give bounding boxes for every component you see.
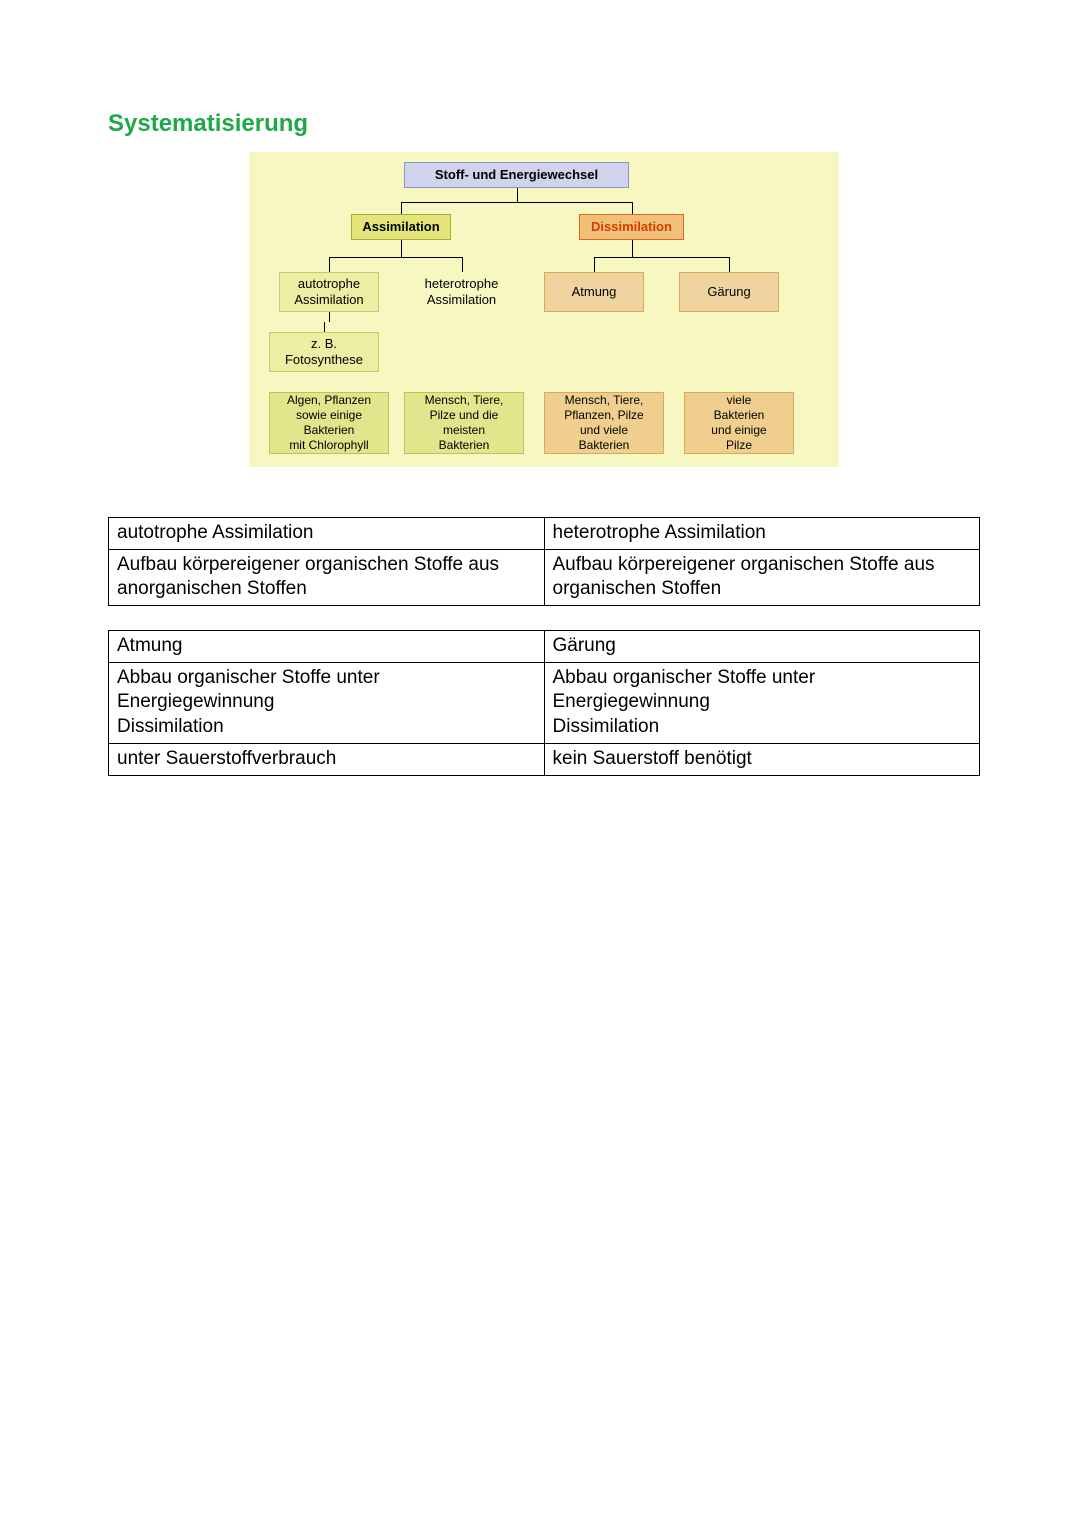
table-row: unter Sauerstoffverbrauch kein Sauerstof… bbox=[109, 743, 980, 775]
node-auto: autotropheAssimilation bbox=[279, 272, 379, 312]
page-title: Systematisierung bbox=[108, 110, 980, 138]
node-hetero: heterotropheAssimilation bbox=[409, 272, 514, 312]
node-ex4: vieleBakterienund einigePilze bbox=[684, 392, 794, 454]
node-atmung: Atmung bbox=[544, 272, 644, 312]
node-ex1: Algen, Pflanzensowie einigeBakterienmit … bbox=[269, 392, 389, 454]
node-assim: Assimilation bbox=[351, 214, 451, 240]
cell: kein Sauerstoff benötigt bbox=[544, 743, 980, 775]
cell: unter Sauerstoffverbrauch bbox=[109, 743, 545, 775]
cell: Atmung bbox=[109, 631, 545, 663]
cell: Aufbau körpereigener organischen Stoffe … bbox=[109, 549, 545, 605]
cell: Gärung bbox=[544, 631, 980, 663]
node-ex2: Mensch, Tiere,Pilze und diemeistenBakter… bbox=[404, 392, 524, 454]
table-assimilation: autotrophe Assimilation heterotrophe Ass… bbox=[108, 517, 980, 606]
node-gaerung: Gärung bbox=[679, 272, 779, 312]
table-row: Abbau organischer Stoffe unter Energiege… bbox=[109, 662, 980, 743]
node-dissim: Dissimilation bbox=[579, 214, 684, 240]
table-dissimilation: Atmung Gärung Abbau organischer Stoffe u… bbox=[108, 630, 980, 775]
table-row: Aufbau körpereigener organischen Stoffe … bbox=[109, 549, 980, 605]
table-row: autotrophe Assimilation heterotrophe Ass… bbox=[109, 518, 980, 550]
node-foto: z. B.Fotosynthese bbox=[269, 332, 379, 372]
cell: autotrophe Assimilation bbox=[109, 518, 545, 550]
node-ex3: Mensch, Tiere,Pflanzen, Pilzeund vieleBa… bbox=[544, 392, 664, 454]
cell: Abbau organischer Stoffe unter Energiege… bbox=[109, 662, 545, 743]
cell: Aufbau körpereigener organischen Stoffe … bbox=[544, 549, 980, 605]
diagram-container: Stoff- und Energiewechsel Assimilation Dis… bbox=[108, 152, 980, 467]
cell: heterotrophe Assimilation bbox=[544, 518, 980, 550]
cell: Abbau organischer Stoffe unter Energiege… bbox=[544, 662, 980, 743]
table-row: Atmung Gärung bbox=[109, 631, 980, 663]
node-root: Stoff- und Energiewechsel bbox=[404, 162, 629, 188]
tree-diagram: Stoff- und Energiewechsel Assimilation Dis… bbox=[249, 152, 839, 467]
